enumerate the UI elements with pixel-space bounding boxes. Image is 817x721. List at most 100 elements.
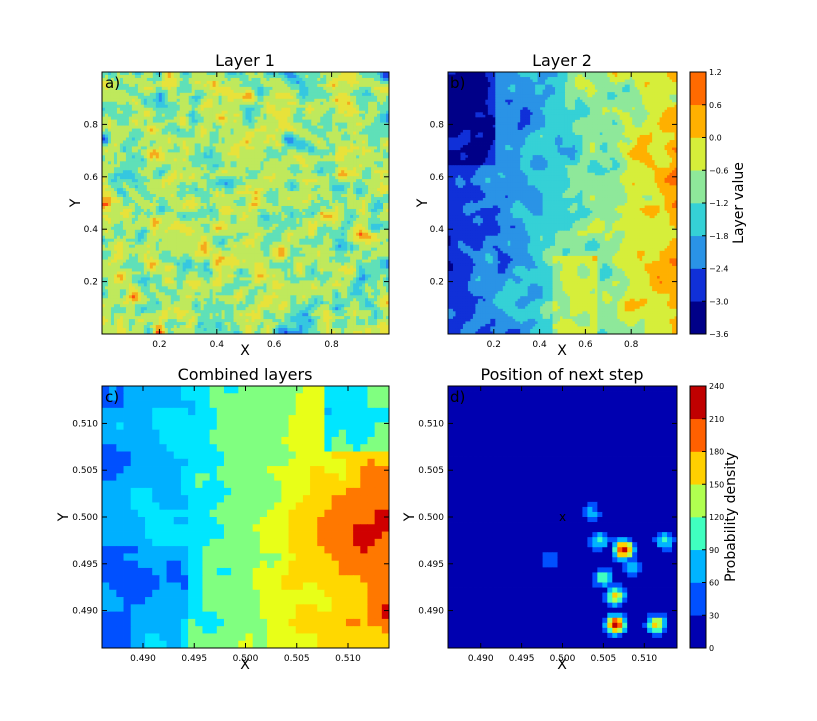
layer-1-cell: [383, 152, 386, 155]
layer-1-cell: [278, 111, 281, 114]
layer-1-cell: [320, 140, 323, 143]
layer-1-cell: [222, 108, 225, 111]
layer-1-cell: [123, 126, 126, 129]
layer-1-cell: [138, 138, 141, 141]
layer-1-cell: [335, 96, 338, 99]
layer-1-cell: [332, 170, 335, 173]
layer-1-cell: [153, 135, 156, 138]
layer-1-cell: [347, 215, 350, 218]
layer-1-cell: [186, 132, 189, 135]
layer-1-cell: [350, 143, 353, 146]
layer-1-cell: [305, 108, 308, 111]
layer-1-cell: [272, 78, 275, 81]
layer-1-cell: [234, 182, 237, 185]
layer-1-cell: [278, 78, 281, 81]
layer-1-cell: [195, 200, 198, 203]
layer-1-cell: [204, 188, 207, 191]
layer-1-cell: [269, 149, 272, 152]
layer-1-cell: [147, 173, 150, 176]
layer-1-cell: [287, 200, 290, 203]
layer-1-cell: [213, 164, 216, 167]
layer-1-cell: [201, 161, 204, 164]
layer-1-cell: [299, 170, 302, 173]
layer-1-cell: [362, 152, 365, 155]
layer-1-cell: [311, 212, 314, 215]
layer-1-cell: [272, 132, 275, 135]
layer-1-cell: [359, 81, 362, 84]
layer-1-cell: [105, 206, 108, 209]
layer-1-cell: [132, 197, 135, 200]
layer-1-cell: [243, 126, 246, 129]
layer-1-cell: [377, 129, 380, 132]
layer-1-cell: [266, 185, 269, 188]
layer-1-cell: [210, 96, 213, 99]
layer-1-cell: [299, 105, 302, 108]
layer-1-cell: [257, 114, 260, 117]
layer-1-cell: [231, 102, 234, 105]
layer-1-cell: [171, 176, 174, 179]
layer-1-cell: [222, 135, 225, 138]
layer-1-cell: [177, 111, 180, 114]
layer-1-cell: [314, 152, 317, 155]
layer-1-cell: [147, 209, 150, 212]
layer-1-cell: [323, 176, 326, 179]
layer-1-cell: [189, 90, 192, 93]
layer-1-cell: [159, 135, 162, 138]
layer-1-cell: [344, 90, 347, 93]
layer-1-cell: [222, 209, 225, 212]
layer-1-cell: [156, 197, 159, 200]
layer-1-cell: [132, 182, 135, 185]
layer-1-cell: [263, 152, 266, 155]
layer-1-cell: [219, 158, 222, 161]
layer-1-cell: [192, 197, 195, 200]
layer-1-cell: [222, 81, 225, 84]
layer-1-cell: [332, 120, 335, 123]
layer-1-cell: [126, 105, 129, 108]
layer-1-cell: [189, 152, 192, 155]
layer-1-cell: [374, 90, 377, 93]
layer-1-cell: [153, 93, 156, 96]
layer-1-cell: [189, 155, 192, 158]
layer-1-cell: [198, 215, 201, 218]
layer-1-cell: [305, 197, 308, 200]
layer-1-cell: [159, 155, 162, 158]
layer-1-cell: [251, 72, 254, 75]
layer-1-cell: [335, 99, 338, 102]
layer-1-cell: [120, 99, 123, 102]
layer-1-cell: [353, 138, 356, 141]
layer-1-cell: [180, 179, 183, 182]
layer-1-cell: [260, 173, 263, 176]
layer-1-cell: [183, 140, 186, 143]
layer-1-cell: [362, 200, 365, 203]
layer-1-cell: [287, 99, 290, 102]
layer-1-cell: [117, 155, 120, 158]
layer-1-cell: [338, 102, 341, 105]
layer-1-cell: [180, 185, 183, 188]
layer-1-cell: [287, 140, 290, 143]
layer-1-cell: [189, 164, 192, 167]
layer-1-cell: [356, 146, 359, 149]
layer-1-cell: [156, 182, 159, 185]
layer-1-cell: [183, 132, 186, 135]
layer-1-cell: [278, 206, 281, 209]
layer-1-cell: [254, 126, 257, 129]
layer-1-cell: [329, 221, 332, 224]
layer-1-cell: [147, 111, 150, 114]
layer-1-cell: [150, 111, 153, 114]
layer-1-cell: [368, 170, 371, 173]
layer-1-cell: [290, 123, 293, 126]
layer-1-cell: [129, 215, 132, 218]
layer-1-cell: [222, 191, 225, 194]
layer-1-cell: [254, 99, 257, 102]
layer-1-cell: [201, 167, 204, 170]
layer-1-cell: [320, 197, 323, 200]
layer-1-cell: [329, 182, 332, 185]
layer-1-cell: [254, 111, 257, 114]
layer-1-cell: [168, 123, 171, 126]
layer-1-cell: [281, 194, 284, 197]
layer-1-cell: [174, 105, 177, 108]
layer-1-cell: [374, 138, 377, 141]
layer-1-cell: [362, 176, 365, 179]
layer-1-cell: [126, 81, 129, 84]
layer-1-cell: [243, 206, 246, 209]
